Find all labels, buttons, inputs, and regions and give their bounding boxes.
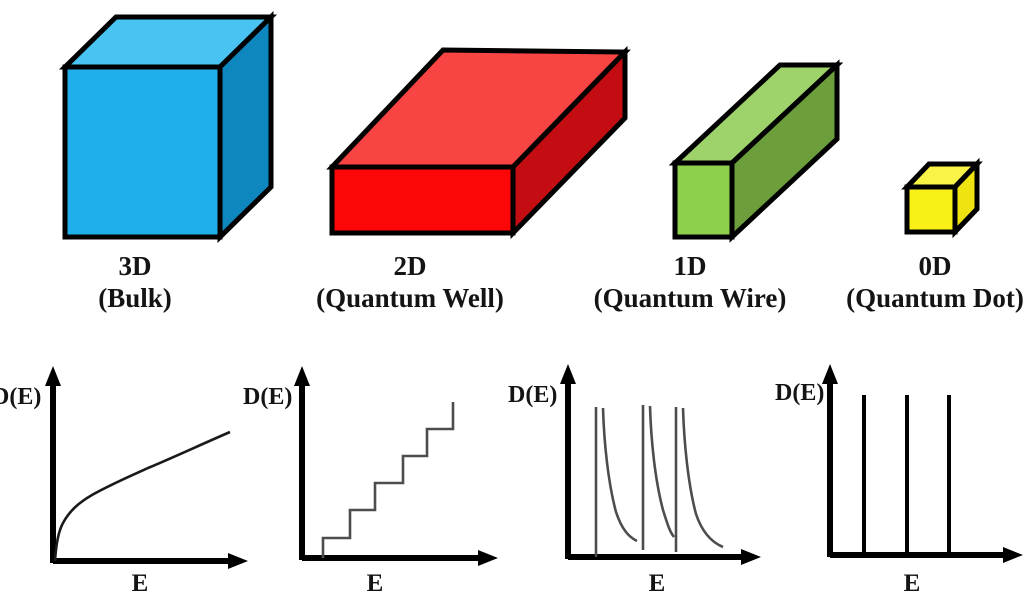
dos-plot-3d (45, 366, 248, 569)
dos-axis-label: D(E) (0, 384, 42, 410)
sqrt-dos-curve (53, 430, 231, 562)
dimension-title: 2D (393, 251, 427, 281)
dimension-title: 1D (673, 251, 707, 281)
spike-2-tail (648, 405, 676, 538)
dimension-title: 3D (118, 251, 152, 281)
dimension-subtitle: (Quantum Well) (316, 283, 504, 313)
wire-front-face (672, 160, 735, 240)
x-axis-arrow-icon (1003, 547, 1023, 563)
dimension-subtitle: (Quantum Dot) (846, 283, 1024, 313)
delta-dos-lines (862, 395, 951, 555)
dimension-subtitle: (Bulk) (98, 283, 172, 313)
dos-plot-1d (560, 364, 761, 565)
dimension-subtitle: (Quantum Wire) (593, 283, 787, 313)
x-axis-arrow-icon (741, 549, 761, 565)
dos-plot-2d (294, 366, 498, 566)
label-2d-quantum-well: 2D (Quantum Well) (280, 250, 540, 314)
dot-front-face (904, 184, 958, 235)
x-axis-arrow-icon (228, 553, 248, 569)
spike-3-tail (681, 407, 724, 549)
dos-plot-0d (822, 364, 1023, 563)
quantum-dot-cube-0d (901, 157, 983, 239)
x-axis-arrow-icon (478, 550, 498, 566)
dos-axis-label: D(E) (243, 384, 293, 410)
dimension-title: 0D (918, 251, 952, 281)
y-axis-arrow-icon (822, 364, 838, 384)
dos-axis-label: D(E) (775, 380, 825, 406)
energy-axis-label: E (366, 570, 384, 597)
spike-dos-curve (594, 405, 724, 557)
y-axis-arrow-icon (560, 364, 576, 384)
energy-axis-label: E (648, 570, 666, 597)
label-3d-bulk: 3D (Bulk) (35, 250, 235, 314)
staircase-dos-curve (321, 402, 455, 558)
quantum-wire-bar-1d (668, 59, 844, 243)
energy-axis-label: E (131, 570, 149, 597)
energy-axis-label: E (903, 570, 921, 597)
label-0d-quantum-dot: 0D (Quantum Dot) (818, 250, 1024, 314)
bulk-cube-3d (58, 11, 278, 243)
quantum-well-slab-2d (326, 45, 631, 240)
y-axis-arrow-icon (45, 366, 61, 386)
label-1d-quantum-wire: 1D (Quantum Wire) (560, 250, 820, 314)
spike-1-tail (601, 407, 638, 543)
y-axis-arrow-icon (294, 366, 310, 386)
dos-axis-label: D(E) (508, 382, 558, 408)
slab-front-face (329, 164, 516, 236)
bulk-cube-front-face (62, 64, 223, 240)
